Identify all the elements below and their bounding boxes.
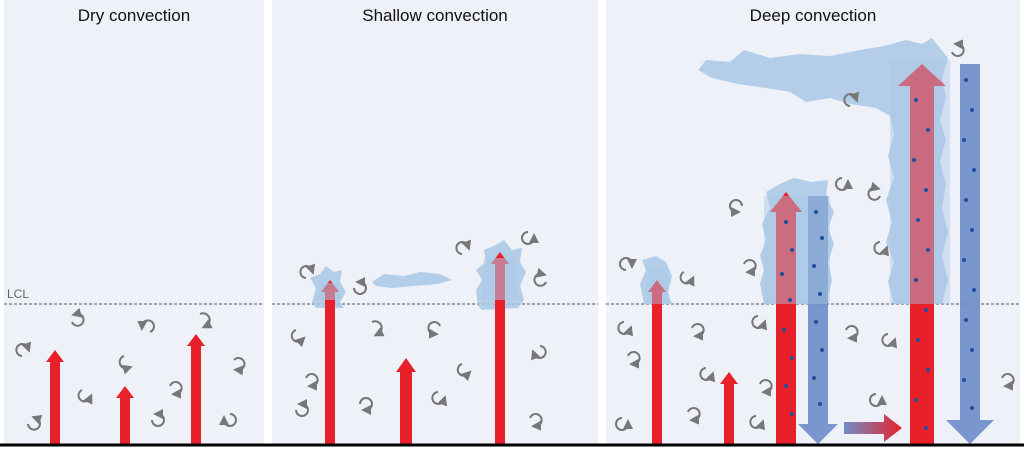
eddy-icon (118, 355, 133, 375)
updraft-arrow (898, 64, 946, 444)
eddy-icon (729, 199, 743, 217)
eddy-icon (687, 407, 701, 425)
eddy-icon (759, 379, 773, 397)
panel-title-shallow: Shallow convection (362, 6, 508, 25)
eddy-icon (845, 325, 859, 343)
updraft-arrow (720, 372, 738, 444)
eddy-icon (530, 345, 547, 361)
shallow-cloud-overlay (316, 258, 518, 300)
eddy-icon (873, 241, 890, 257)
eddy-icon (455, 239, 472, 255)
droplets (780, 78, 976, 430)
eddy-icon (77, 389, 93, 405)
eddy-icon (431, 391, 448, 407)
eddy-icon (615, 417, 633, 431)
eddy-icon (679, 271, 695, 287)
eddy-icon (533, 267, 547, 287)
eddy-icon (617, 321, 634, 337)
eddy-icon (867, 181, 881, 201)
updraft-arrow (116, 386, 134, 444)
eddy-icon (427, 321, 441, 339)
downdraft-arrow (946, 64, 994, 444)
eddy-icon (529, 413, 543, 431)
updraft-arrow (46, 350, 64, 444)
eddy-icon (869, 393, 887, 407)
downdraft-arrow (798, 196, 838, 444)
eddy-icon (835, 177, 853, 191)
eddy-icon (691, 323, 705, 341)
eddy-icon (295, 399, 309, 417)
cloud (698, 38, 948, 304)
deep-cloud-overlay (646, 60, 950, 304)
eddy-icon (951, 39, 965, 57)
updraft-arrow (321, 280, 339, 444)
updraft-arrow (396, 358, 416, 444)
eddy-icon (843, 91, 860, 107)
eddy-icon (137, 319, 155, 333)
shallow-eddies (290, 231, 547, 431)
eddy-icon (619, 257, 637, 271)
eddy-icon (743, 259, 757, 277)
updraft-arrow (770, 192, 802, 444)
eddy-icon (151, 409, 165, 427)
eddy-icon (627, 351, 641, 369)
eddy-icon (353, 277, 367, 295)
eddy-icon (456, 363, 472, 382)
deep-updrafts (648, 64, 946, 444)
eddy-icon (233, 357, 246, 376)
eddy-icon (169, 381, 183, 399)
eddy-icon (15, 341, 32, 357)
outflow-arrow (844, 414, 902, 442)
dry-updrafts (46, 334, 205, 444)
eddy-icon (1001, 373, 1015, 391)
lcl-label: LCL (7, 287, 30, 301)
updraft-arrow (187, 334, 205, 444)
eddy-icon (699, 367, 716, 383)
eddy-icon (359, 397, 373, 415)
eddy-icon (290, 329, 306, 348)
deep-downdrafts (798, 64, 994, 444)
panel-dry: Dry convection (4, 0, 264, 444)
eddy-icon (751, 315, 768, 331)
eddy-icon (305, 373, 319, 391)
eddy-icon (521, 231, 539, 245)
eddy-icon (371, 320, 385, 337)
eddy-icon (71, 307, 85, 327)
panel-title-deep: Deep convection (749, 6, 877, 25)
eddy-icon (219, 413, 237, 427)
panel-title-dry: Dry convection (77, 6, 191, 25)
eddy-icon (881, 333, 898, 349)
eddy-icon (299, 263, 316, 279)
eddy-icon (27, 414, 43, 431)
dry-eddies (15, 307, 246, 431)
deep-eddies (615, 39, 1015, 431)
updraft-arrow (648, 280, 666, 444)
cloud (372, 272, 452, 288)
eddy-icon (199, 312, 213, 329)
eddy-icon (749, 415, 766, 431)
